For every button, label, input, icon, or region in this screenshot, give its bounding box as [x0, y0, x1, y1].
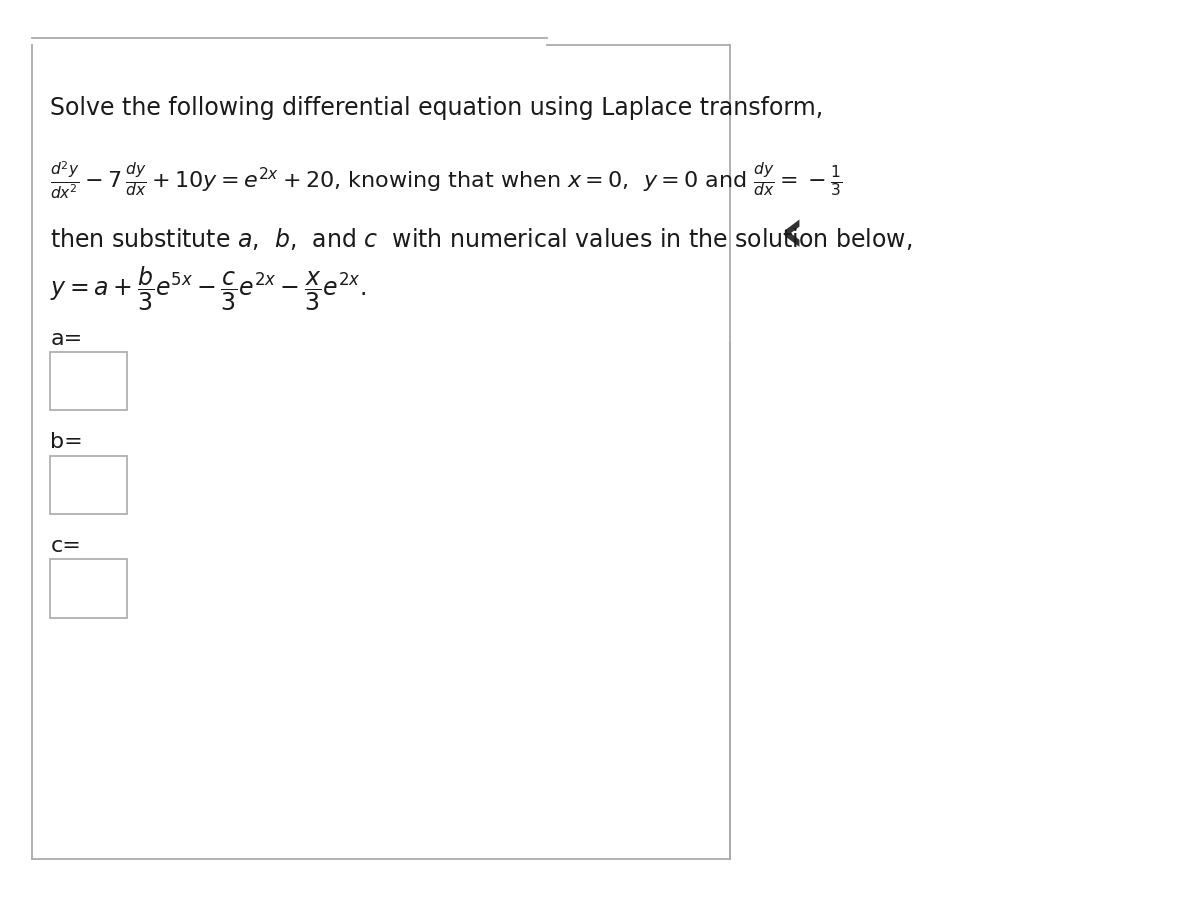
- Text: ‹: ‹: [779, 205, 805, 264]
- Text: then substitute $a$,  $b$,  and $c$  with numerical values in the solution below: then substitute $a$, $b$, and $c$ with n…: [50, 226, 913, 252]
- FancyBboxPatch shape: [50, 352, 127, 410]
- Text: $y=a+\dfrac{b}{3}e^{5x}-\dfrac{c}{3}e^{2x}-\dfrac{x}{3}e^{2x}.$: $y=a+\dfrac{b}{3}e^{5x}-\dfrac{c}{3}e^{2…: [50, 264, 366, 313]
- Text: $\frac{d^2y}{dx^2}-7\,\frac{dy}{dx}+10y=e^{2x}+20$, knowing that when $x=0$,  $y: $\frac{d^2y}{dx^2}-7\,\frac{dy}{dx}+10y=…: [50, 160, 842, 201]
- Text: Solve the following differential equation using Laplace transform,: Solve the following differential equatio…: [50, 97, 823, 120]
- FancyBboxPatch shape: [50, 456, 127, 514]
- FancyBboxPatch shape: [50, 559, 127, 618]
- Text: c=: c=: [50, 536, 82, 556]
- Text: b=: b=: [50, 432, 83, 452]
- Text: a=: a=: [50, 329, 83, 349]
